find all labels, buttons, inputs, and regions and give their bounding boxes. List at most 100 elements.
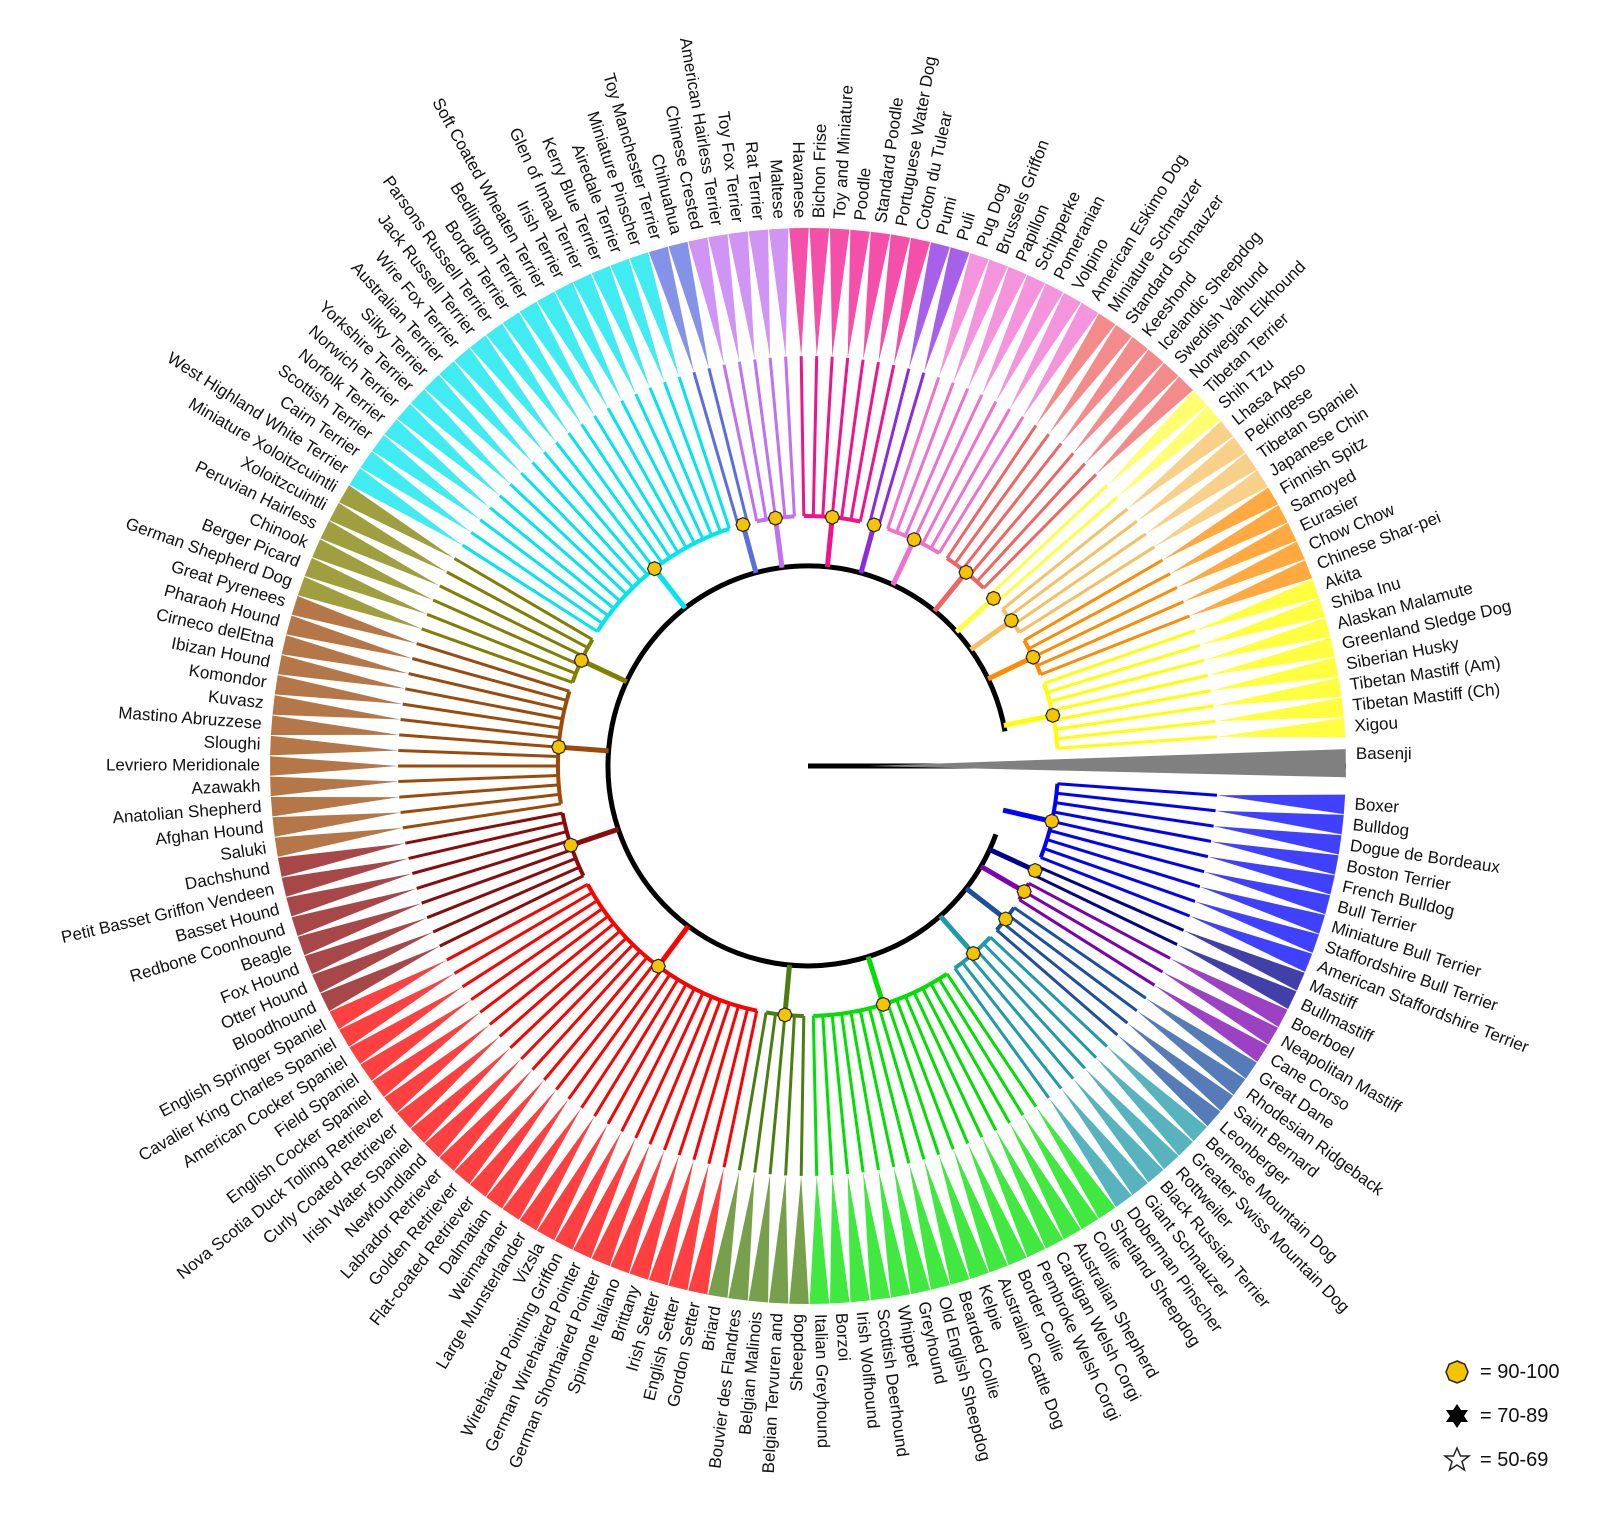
branch: [432, 865, 581, 934]
branch: [877, 372, 926, 527]
branch: [768, 1014, 787, 1175]
support-marker: [985, 590, 1002, 607]
legend-row-90-100: = 90-100: [1440, 1350, 1590, 1394]
breed-label: Azawakh: [191, 776, 261, 798]
branch: [1053, 810, 1212, 843]
branch: [1056, 719, 1216, 741]
branch: [580, 973, 672, 1109]
branch: [821, 356, 834, 517]
clade-wedge: [1096, 376, 1193, 475]
clade-wedge: [1189, 560, 1313, 616]
clade-wedge: [1061, 336, 1148, 444]
clade-stem: [1003, 712, 1054, 728]
branch: [737, 1012, 768, 1171]
clade-wedge: [360, 999, 472, 1081]
branch: [895, 382, 955, 533]
branch: [580, 423, 672, 559]
branch: [648, 996, 713, 1145]
clade-stem: [890, 538, 917, 586]
clade-wedge: [286, 615, 413, 659]
branch: [961, 442, 1063, 571]
clade-stem: [988, 847, 1037, 873]
branch: [707, 367, 750, 524]
clade-wedge: [270, 756, 398, 776]
branch: [606, 983, 688, 1125]
branch: [821, 1015, 834, 1176]
branch: [840, 359, 865, 519]
clade-wedge: [1117, 405, 1221, 497]
branch: [453, 557, 594, 641]
clade-wedge: [893, 1166, 931, 1295]
clade-wedge: [1207, 856, 1335, 895]
branch: [398, 749, 559, 758]
branch: [753, 359, 777, 519]
branch: [1036, 864, 1185, 932]
branch: [439, 874, 585, 948]
breed-label: Boxer: [1354, 795, 1400, 817]
clade-wedge: [291, 596, 417, 644]
clade-stem: [740, 523, 759, 574]
branch: [1023, 890, 1164, 974]
branch: [849, 361, 880, 520]
clade-wedge: [272, 812, 401, 837]
clade-wedge: [878, 234, 911, 363]
bootstrap-legend: = 90-100 = 70-89 = 50-69: [1440, 1350, 1590, 1482]
clade-wedge: [270, 776, 399, 797]
clade-wedge: [923, 247, 970, 373]
clade-wedge: [1023, 1115, 1099, 1230]
support-marker: [958, 564, 974, 580]
branch: [768, 357, 787, 518]
breed-label: Poodle: [851, 167, 875, 222]
clade-wedge: [274, 827, 403, 857]
support-marker: [1003, 612, 1019, 629]
branch: [904, 387, 970, 537]
branch: [737, 361, 768, 520]
branch: [722, 364, 759, 522]
branch: [446, 882, 589, 962]
branch: [488, 506, 615, 610]
branch: [886, 1002, 941, 1156]
branch: [811, 356, 819, 517]
clade-wedge: [372, 435, 481, 520]
branch: [784, 356, 796, 517]
clade-wedge: [789, 1175, 809, 1304]
branch: [677, 1002, 731, 1156]
clade-wedge: [1073, 349, 1164, 454]
clade-wedge: [349, 468, 463, 546]
branch: [707, 1008, 750, 1165]
branch: [945, 972, 1038, 1108]
legend-row-50-69: = 50-69: [1440, 1438, 1590, 1482]
clade-wedge: [410, 389, 511, 485]
branch: [1055, 704, 1214, 731]
branch: [439, 584, 585, 658]
clade-wedge: [270, 797, 400, 817]
clade-wedge: [938, 253, 989, 378]
branch: [1023, 558, 1164, 642]
support-marker: [767, 510, 784, 526]
clade-stem: [824, 516, 835, 568]
clade-wedge: [629, 1155, 680, 1280]
clade-wedge: [486, 323, 569, 434]
branch: [1001, 921, 1129, 1025]
clade-wedge: [454, 1079, 545, 1185]
breed-label: Borzoi: [832, 1312, 854, 1361]
open-star-marker-icon: [1442, 1446, 1472, 1472]
clade-stem: [979, 864, 1026, 894]
clade-wedge: [1162, 487, 1279, 561]
branch: [912, 991, 984, 1138]
branch: [400, 718, 560, 740]
branch: [1049, 658, 1205, 703]
branch: [408, 672, 565, 712]
clade-wedge: [384, 1024, 490, 1113]
clade-wedge: [329, 960, 447, 1030]
clade-wedge: [554, 1131, 622, 1250]
branch: [692, 1005, 740, 1161]
clade-wedge: [1177, 523, 1297, 588]
branch: [509, 483, 628, 596]
branch: [989, 484, 1109, 596]
clade-wedge: [708, 1170, 740, 1298]
clade-wedge: [1136, 437, 1246, 522]
branch: [921, 987, 998, 1132]
clade-wedge: [953, 259, 1008, 383]
branch: [426, 857, 577, 920]
